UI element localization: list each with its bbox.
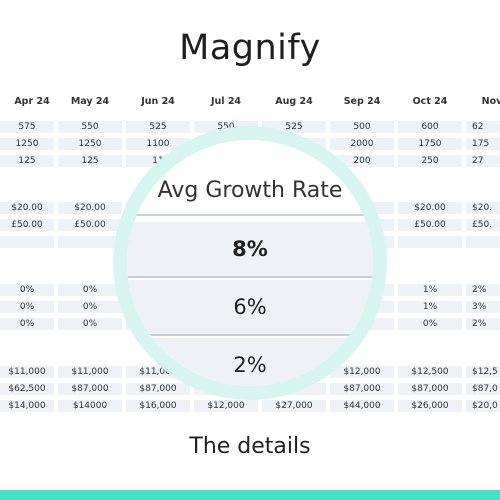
table-cell: $87,000 <box>398 383 462 395</box>
lens-divider <box>127 214 373 216</box>
table-cell <box>58 236 122 248</box>
table-cell: £50.00 <box>398 219 462 231</box>
table-cell: 3% <box>466 301 500 313</box>
lens-value-1: 8% <box>127 222 373 276</box>
table-cell: $12,000 <box>194 400 258 412</box>
table-cell: 1250 <box>58 138 122 150</box>
table-cell: $87,000 <box>330 383 394 395</box>
table-cell: $20.00 <box>58 202 122 214</box>
table-cell <box>0 236 54 248</box>
table-cell: $12,500 <box>398 366 462 378</box>
lens-column-header: Avg Growth Rate <box>157 178 343 203</box>
lens-value-2: 6% <box>127 280 373 334</box>
table-cell: 0% <box>0 284 54 296</box>
month-header: Oct 24 <box>412 96 448 107</box>
page-title: Magnify <box>179 28 321 68</box>
table-cell: $11,000 <box>58 366 122 378</box>
table-cell: 125 <box>58 155 122 167</box>
table-cell: $14,000 <box>0 400 54 412</box>
table-cell: 125 <box>0 155 54 167</box>
table-cell: 600 <box>398 121 462 133</box>
magnifier-lens: Avg Growth Rate 8% 6% 2% <box>113 126 387 400</box>
table-cell: 0% <box>398 318 462 330</box>
table-cell: 1100 <box>126 138 190 150</box>
table-cell: 0% <box>58 301 122 313</box>
month-header: May 24 <box>70 96 110 107</box>
table-cell: $20.00 <box>0 202 54 214</box>
table-cell: 200 <box>330 155 394 167</box>
table-cell: $16,000 <box>126 400 190 412</box>
table-cell: 2000 <box>330 138 394 150</box>
table-cell: $14000 <box>58 400 122 412</box>
table-cell: 1750 <box>398 138 462 150</box>
table-cell: $87,0 <box>466 383 500 395</box>
accent-bar <box>0 490 500 500</box>
table-cell: 250 <box>398 155 462 167</box>
table-cell <box>466 236 500 248</box>
table-cell: $20.00 <box>398 202 462 214</box>
table-cell: 62 <box>466 121 500 133</box>
table-cell: $12,5 <box>466 366 500 378</box>
table-cell: 0% <box>58 284 122 296</box>
table-cell: $26,000 <box>398 400 462 412</box>
table-cell: £50. <box>466 219 500 231</box>
table-cell: 575 <box>0 121 54 133</box>
table-cell: £50.00 <box>0 219 54 231</box>
table-cell: 0% <box>0 318 54 330</box>
table-cell: 175 <box>466 138 500 150</box>
table-cell: $11,000 <box>0 366 54 378</box>
month-header: Jun 24 <box>141 96 175 107</box>
table-cell: $20. <box>466 202 500 214</box>
table-cell: 2% <box>466 284 500 296</box>
table-cell: 550 <box>58 121 122 133</box>
table-cell: £50.00 <box>58 219 122 231</box>
table-cell: 0% <box>0 301 54 313</box>
table-cell: 525 <box>126 121 190 133</box>
lens-value-3: 2% <box>127 338 373 386</box>
table-cell: 500 <box>330 121 394 133</box>
table-cell <box>398 236 462 248</box>
lens-divider <box>127 276 373 278</box>
section-subtitle: The details <box>189 434 311 459</box>
month-header: Sep 24 <box>343 96 381 107</box>
table-cell: 2% <box>466 318 500 330</box>
table-cell: 0% <box>58 318 122 330</box>
table-cell: 1% <box>398 301 462 313</box>
lens-divider <box>127 334 373 336</box>
table-cell: $62,500 <box>0 383 54 395</box>
table-cell: 1250 <box>0 138 54 150</box>
month-header: Nov <box>481 96 500 107</box>
table-cell: 1% <box>398 284 462 296</box>
month-header: Aug 24 <box>275 96 313 107</box>
table-cell: $27,000 <box>262 400 326 412</box>
table-cell: $44,000 <box>330 400 394 412</box>
month-header: Apr 24 <box>14 96 50 107</box>
table-cell: $87,000 <box>126 383 190 395</box>
month-header: Jul 24 <box>210 96 242 107</box>
table-cell: $20,0 <box>466 400 500 412</box>
table-cell: 27 <box>466 155 500 167</box>
table-cell: $87,000 <box>58 383 122 395</box>
